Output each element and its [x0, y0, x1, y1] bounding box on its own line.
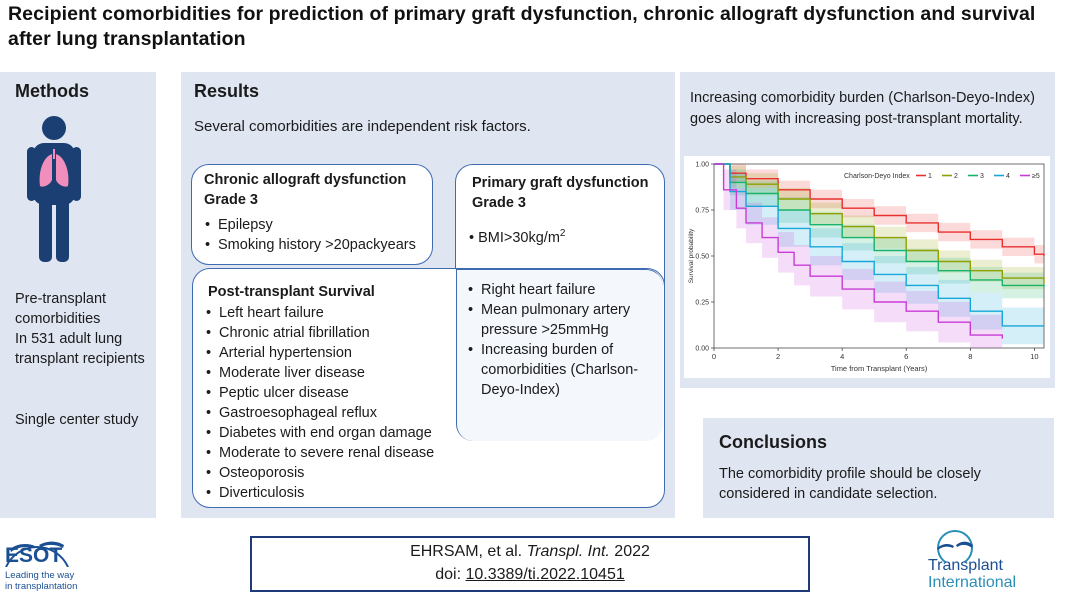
cad-title: Chronic allograft dysfunction Grade 3 [204, 172, 407, 208]
cad-list: Epilepsy Smoking history >20packyears [205, 215, 430, 255]
series-line-4 [714, 163, 1044, 327]
doi-link[interactable]: 10.3389/ti.2022.10451 [465, 566, 625, 583]
person-lungs-icon [27, 116, 81, 262]
pgd-item: Increasing burden of comorbidities (Char… [468, 340, 656, 400]
methods-heading: Methods [15, 81, 89, 101]
citation-box: EHRSAM, et al. Transpl. Int. 2022 doi: 1… [250, 536, 810, 592]
survival-item: Diverticulosis [206, 483, 468, 503]
methods-text-recipients: In 531 adult lung transplant recipients [15, 331, 145, 367]
y-axis-label: Survival probability [688, 228, 695, 283]
cad-item: Epilepsy [205, 215, 430, 235]
pgd-item: Right heart failure [468, 280, 656, 300]
survival-item: Chronic atrial fibrillation [206, 323, 468, 343]
methods-text-comorbidities: Pre-transplant comorbidities [15, 291, 107, 327]
transplant-international-logo: Transplant International [926, 528, 1058, 594]
ti-line-2: International [928, 574, 1017, 591]
legend-label-1: 1 [928, 173, 932, 180]
esot-tagline-1: Leading the way [5, 570, 75, 581]
x-tick-label: 0 [712, 352, 716, 361]
survival-item: Arterial hypertension [206, 343, 468, 363]
citation-doi: doi: 10.3389/ti.2022.10451 [435, 566, 625, 583]
chart-panel: Increasing comorbidity burden (Charlson-… [680, 72, 1055, 388]
cad-item: Smoking history >20packyears [205, 235, 430, 255]
ti-line-1: Transplant [928, 557, 1003, 574]
series-band-5 [714, 164, 1003, 348]
pgd-bmi: • BMI>30kg/m2 [469, 228, 566, 246]
pgd-item: Mean pulmonary artery pressure >25mmHg [468, 300, 656, 340]
methods-panel: Methods Pre-transplant comorbidities In … [0, 72, 156, 518]
esot-name: ESOT [5, 544, 63, 567]
hands-logo-icon [5, 541, 69, 567]
conclusions-panel: Conclusions The comorbidity profile shou… [703, 418, 1054, 518]
y-tick-label: 0.75 [695, 208, 709, 215]
survival-item: Peptic ulcer disease [206, 383, 468, 403]
conclusions-heading: Conclusions [719, 432, 828, 452]
y-tick-label: 0.00 [695, 346, 709, 353]
x-tick-label: 6 [904, 352, 908, 361]
survival-item: Moderate liver disease [206, 363, 468, 383]
survival-item: Osteoporosis [206, 463, 468, 483]
legend-label-2: 2 [954, 173, 958, 180]
x-tick-label: 8 [968, 352, 972, 361]
legend-label-5: ≥5 [1032, 173, 1040, 180]
esot-logo: ESOT Leading the way in transplantation [2, 527, 122, 595]
series-line-3 [714, 163, 1045, 288]
y-tick-label: 1.00 [695, 162, 709, 169]
cad-box: Chronic allograft dysfunction Grade 3 Ep… [191, 164, 433, 265]
x-axis-label: Time from Transplant (Years) [831, 364, 928, 373]
citation-authors: EHRSAM, et al. Transpl. Int. 2022 [410, 543, 650, 560]
legend-title: Charlson-Deyo Index [844, 173, 910, 180]
survival-item: Moderate to severe renal disease [206, 443, 468, 463]
series-band-3 [714, 164, 1044, 301]
y-tick-label: 0.50 [695, 254, 709, 261]
hands-logo-icon [937, 530, 973, 562]
pgd-list: Right heart failure Mean pulmonary arter… [468, 280, 656, 400]
results-heading: Results [194, 81, 260, 101]
y-tick-label: 0.25 [695, 300, 709, 307]
series-band-4 [714, 164, 1044, 345]
survival-item: Gastroesophageal reflux [206, 403, 468, 423]
esot-tagline-2: in transplantation [5, 581, 78, 592]
survival-title: Post-transplant Survival [208, 284, 375, 300]
plot-area [713, 163, 1045, 349]
results-intro: Several comorbidities are independent ri… [194, 118, 531, 135]
survival-item: Left heart failure [206, 303, 468, 323]
x-tick-label: 10 [1030, 352, 1038, 361]
series-line-5 [714, 163, 1003, 339]
legend-label-4: 4 [1006, 173, 1010, 180]
pgd-title: Primary graft dysfunction Grade 3 [472, 175, 649, 211]
chart-caption: Increasing comorbidity burden (Charlson-… [690, 90, 1035, 127]
survival-list: Left heart failure Chronic atrial fibril… [206, 303, 468, 503]
results-panel: Results Several comorbidities are indepe… [181, 72, 675, 518]
legend-label-3: 3 [980, 173, 984, 180]
page-title: Recipient comorbidities for prediction o… [8, 3, 1036, 50]
survival-chart: 0.00 0.25 0.50 0.75 1.00 0 2 4 6 8 10 Time from Tra… [684, 156, 1050, 378]
x-tick-label: 2 [776, 352, 780, 361]
methods-text-study: Single center study [15, 412, 139, 428]
conclusions-text: The comorbidity profile should be closel… [719, 466, 981, 502]
survival-item: Diabetes with end organ damage [206, 423, 468, 443]
x-tick-label: 4 [840, 352, 844, 361]
